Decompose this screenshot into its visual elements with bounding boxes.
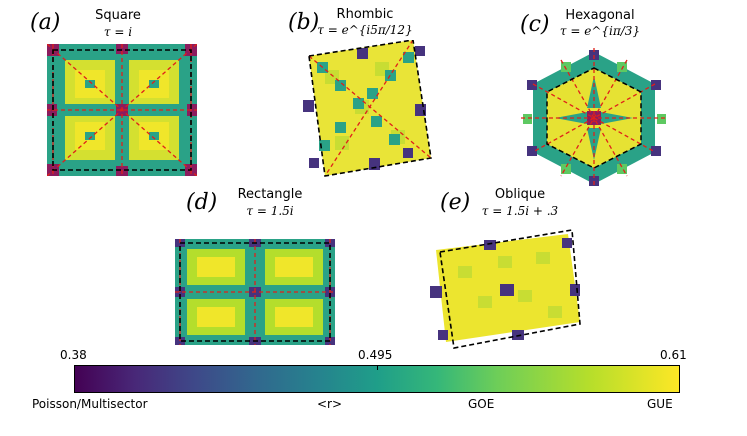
- colorbar-max-label: 0.61: [660, 348, 687, 362]
- colorbar-tick-max: [679, 365, 680, 370]
- rhombic-unit-cell: [308, 40, 432, 177]
- oblique-lattice-map: [430, 229, 581, 349]
- hexagonal-unit-cell: [546, 67, 642, 169]
- rhombic-lattice-map: [303, 40, 432, 177]
- panel-a-letter: (a): [30, 10, 61, 35]
- panel-c-title: Hexagonal: [565, 8, 635, 23]
- square-unit-cell: [52, 49, 192, 171]
- panel-c-tau: τ = e^{iπ/3}: [559, 24, 641, 38]
- panel-b-title: Rhombic: [336, 7, 394, 22]
- panel-e-title: Oblique: [494, 187, 546, 202]
- panel-d-title: Rectangle: [237, 187, 303, 202]
- panel-e-tau: τ = 1.5i + .3: [481, 204, 559, 218]
- panel-b-letter: (b): [288, 10, 320, 35]
- rectangle-lattice-map: [175, 239, 335, 345]
- colorbar-mid-label: 0.495: [358, 348, 393, 362]
- panel-a-title: Square: [95, 8, 141, 23]
- panel-d-tau: τ = 1.5i: [246, 204, 294, 218]
- oblique-unit-cell: [439, 229, 581, 349]
- square-lattice-map: [47, 44, 197, 176]
- colorbar-label-left: Poisson/Multisector: [32, 397, 148, 411]
- panel-b-tau: τ = e^{i5π/12}: [317, 23, 413, 37]
- colorbar-tick-mid: [377, 365, 378, 370]
- colorbar-label-gue: GUE: [647, 397, 673, 411]
- colorbar-label-center: <r>: [317, 397, 343, 411]
- panel-a-tau: τ = i: [103, 25, 133, 39]
- colorbar-label-goe: GOE: [468, 397, 495, 411]
- panel-e-letter: (e): [440, 190, 471, 215]
- colorbar-tick-min: [74, 365, 75, 370]
- panel-d-letter: (d): [186, 190, 218, 215]
- rhombic-dark-nodes: [303, 46, 426, 170]
- hexagonal-lattice-map: [521, 48, 667, 188]
- colorbar-min-label: 0.38: [60, 348, 87, 362]
- rectangle-unit-cell: [179, 242, 331, 342]
- panel-c-letter: (c): [520, 12, 550, 37]
